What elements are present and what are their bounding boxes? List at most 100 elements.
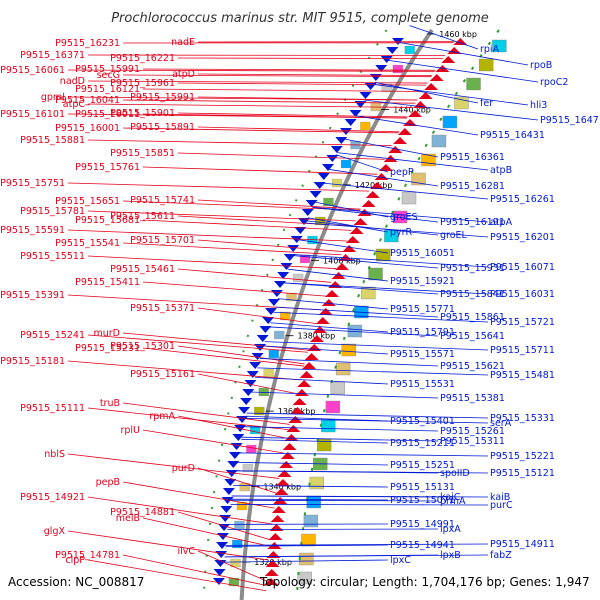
right-connector-line (238, 452, 489, 457)
left-connector-line (197, 199, 361, 210)
right-connector-line (273, 311, 489, 323)
left-gene-arrow (408, 110, 423, 117)
topology-label: Topology: circular; Length: 1,704,176 bp… (259, 575, 590, 589)
left-gene-arrow (353, 218, 368, 225)
left-gene-label: P9515_15681 (75, 215, 140, 226)
right-gene-arrow (290, 236, 303, 243)
left-connector-line (87, 80, 428, 84)
left-gene-label: P9515_15371 (130, 303, 195, 314)
genome-title: Prochlorococcus marinus str. MIT 9515, c… (111, 11, 489, 26)
feature-block (309, 476, 324, 490)
left-gene-label: P9515_15881 (20, 135, 85, 146)
left-gene-label: pepB (96, 477, 120, 488)
left-gene-label: P9515_15891 (130, 122, 195, 133)
left-gene-arrow (318, 308, 333, 315)
right-gene-arrow (344, 119, 357, 126)
right-gene-arrow (242, 389, 255, 396)
right-connector-line (283, 282, 489, 295)
feature-block (376, 248, 391, 262)
feature-block (228, 577, 240, 587)
left-connector-line (122, 200, 361, 211)
left-gene-arrow (441, 56, 456, 63)
right-connector-line (322, 182, 489, 200)
left-gene-arrow (321, 299, 336, 306)
left-gene-arrow (307, 344, 322, 351)
left-gene-label: clpP (65, 555, 85, 566)
feature-block (254, 406, 265, 416)
right-gene-label: P9515_15251 (390, 460, 455, 471)
left-gene-label: P9515_15991 (75, 64, 140, 75)
left-gene-label: P9515_15851 (110, 148, 175, 159)
right-gene-label: atpB (490, 165, 512, 176)
right-gene-label: P9515_16201 (490, 232, 555, 243)
left-gene-label: P9515_16371 (20, 50, 85, 61)
right-gene-arrow (224, 479, 237, 486)
right-gene-label: fabZ (490, 550, 512, 561)
right-connector-line (224, 559, 389, 563)
left-gene-arrow (393, 137, 408, 144)
left-gene-arrow (270, 515, 285, 522)
right-gene-arrow (251, 353, 264, 360)
feature-block (316, 438, 332, 452)
left-gene-arrow (290, 407, 305, 414)
right-gene-label: P9515_15721 (490, 317, 555, 328)
right-gene-arrow (221, 497, 234, 504)
left-gene-arrow (264, 569, 279, 576)
left-connector-line (87, 559, 267, 592)
left-gene-label: P9515_15781 (20, 206, 85, 217)
left-gene-label: glgX (44, 526, 66, 537)
right-gene-arrow (240, 398, 253, 405)
left-connector-line (177, 268, 331, 283)
left-connector-line (87, 255, 337, 269)
left-connector-line (67, 453, 280, 479)
right-gene-label: P9515_15931 (440, 263, 505, 274)
left-connector-line (122, 402, 290, 425)
right-gene-arrow (262, 317, 275, 324)
feature-block (340, 159, 352, 169)
left-connector-line (197, 467, 277, 494)
feature-block (303, 514, 319, 528)
left-connector-line (197, 96, 418, 101)
right-gene-label: P9515_16071 (490, 262, 555, 273)
feature-block (341, 343, 357, 357)
right-gene-arrow (280, 263, 293, 270)
left-gene-label: P9515_15741 (130, 195, 195, 206)
right-gene-label: hli3 (530, 100, 547, 111)
left-connector-line (67, 182, 369, 192)
left-gene-label: P9515_15161 (130, 369, 195, 380)
left-gene-label: nblS (44, 449, 65, 460)
right-connector-line (387, 59, 539, 83)
left-gene-label: P9515_16101 (0, 109, 65, 120)
left-connector-line (142, 219, 352, 231)
right-gene-label: P9515_15211 (390, 438, 455, 449)
right-connector-line (227, 528, 439, 530)
right-connector-line (243, 426, 439, 432)
feature-block (442, 115, 458, 129)
left-gene-arrow (365, 191, 380, 198)
left-gene-label: P9515_15241 (20, 330, 85, 341)
right-connector-line (257, 367, 489, 376)
left-gene-label: P9515_15301 (110, 341, 175, 352)
right-gene-label: P9515_14941 (390, 540, 455, 551)
left-connector-line (142, 429, 284, 454)
feature-block (274, 330, 285, 340)
left-gene-label: rpmA (149, 411, 175, 422)
left-gene-arrow (269, 524, 284, 531)
right-gene-arrow (212, 578, 225, 585)
right-connector-line (225, 544, 389, 547)
right-connector-line (343, 138, 439, 158)
right-connector-line (364, 99, 539, 121)
left-connector-line (122, 74, 432, 78)
left-connector-line (67, 113, 407, 119)
right-connector-line (270, 322, 389, 333)
left-gene-arrow (402, 119, 417, 126)
left-connector-line (122, 554, 267, 586)
left-gene-label: ilvC (177, 546, 195, 557)
right-connector-line (277, 298, 389, 310)
left-gene-label: P9515_15511 (20, 251, 85, 262)
feature-block (360, 121, 371, 131)
feature-block (331, 178, 343, 188)
left-gene-label: P9515_15751 (0, 178, 65, 189)
